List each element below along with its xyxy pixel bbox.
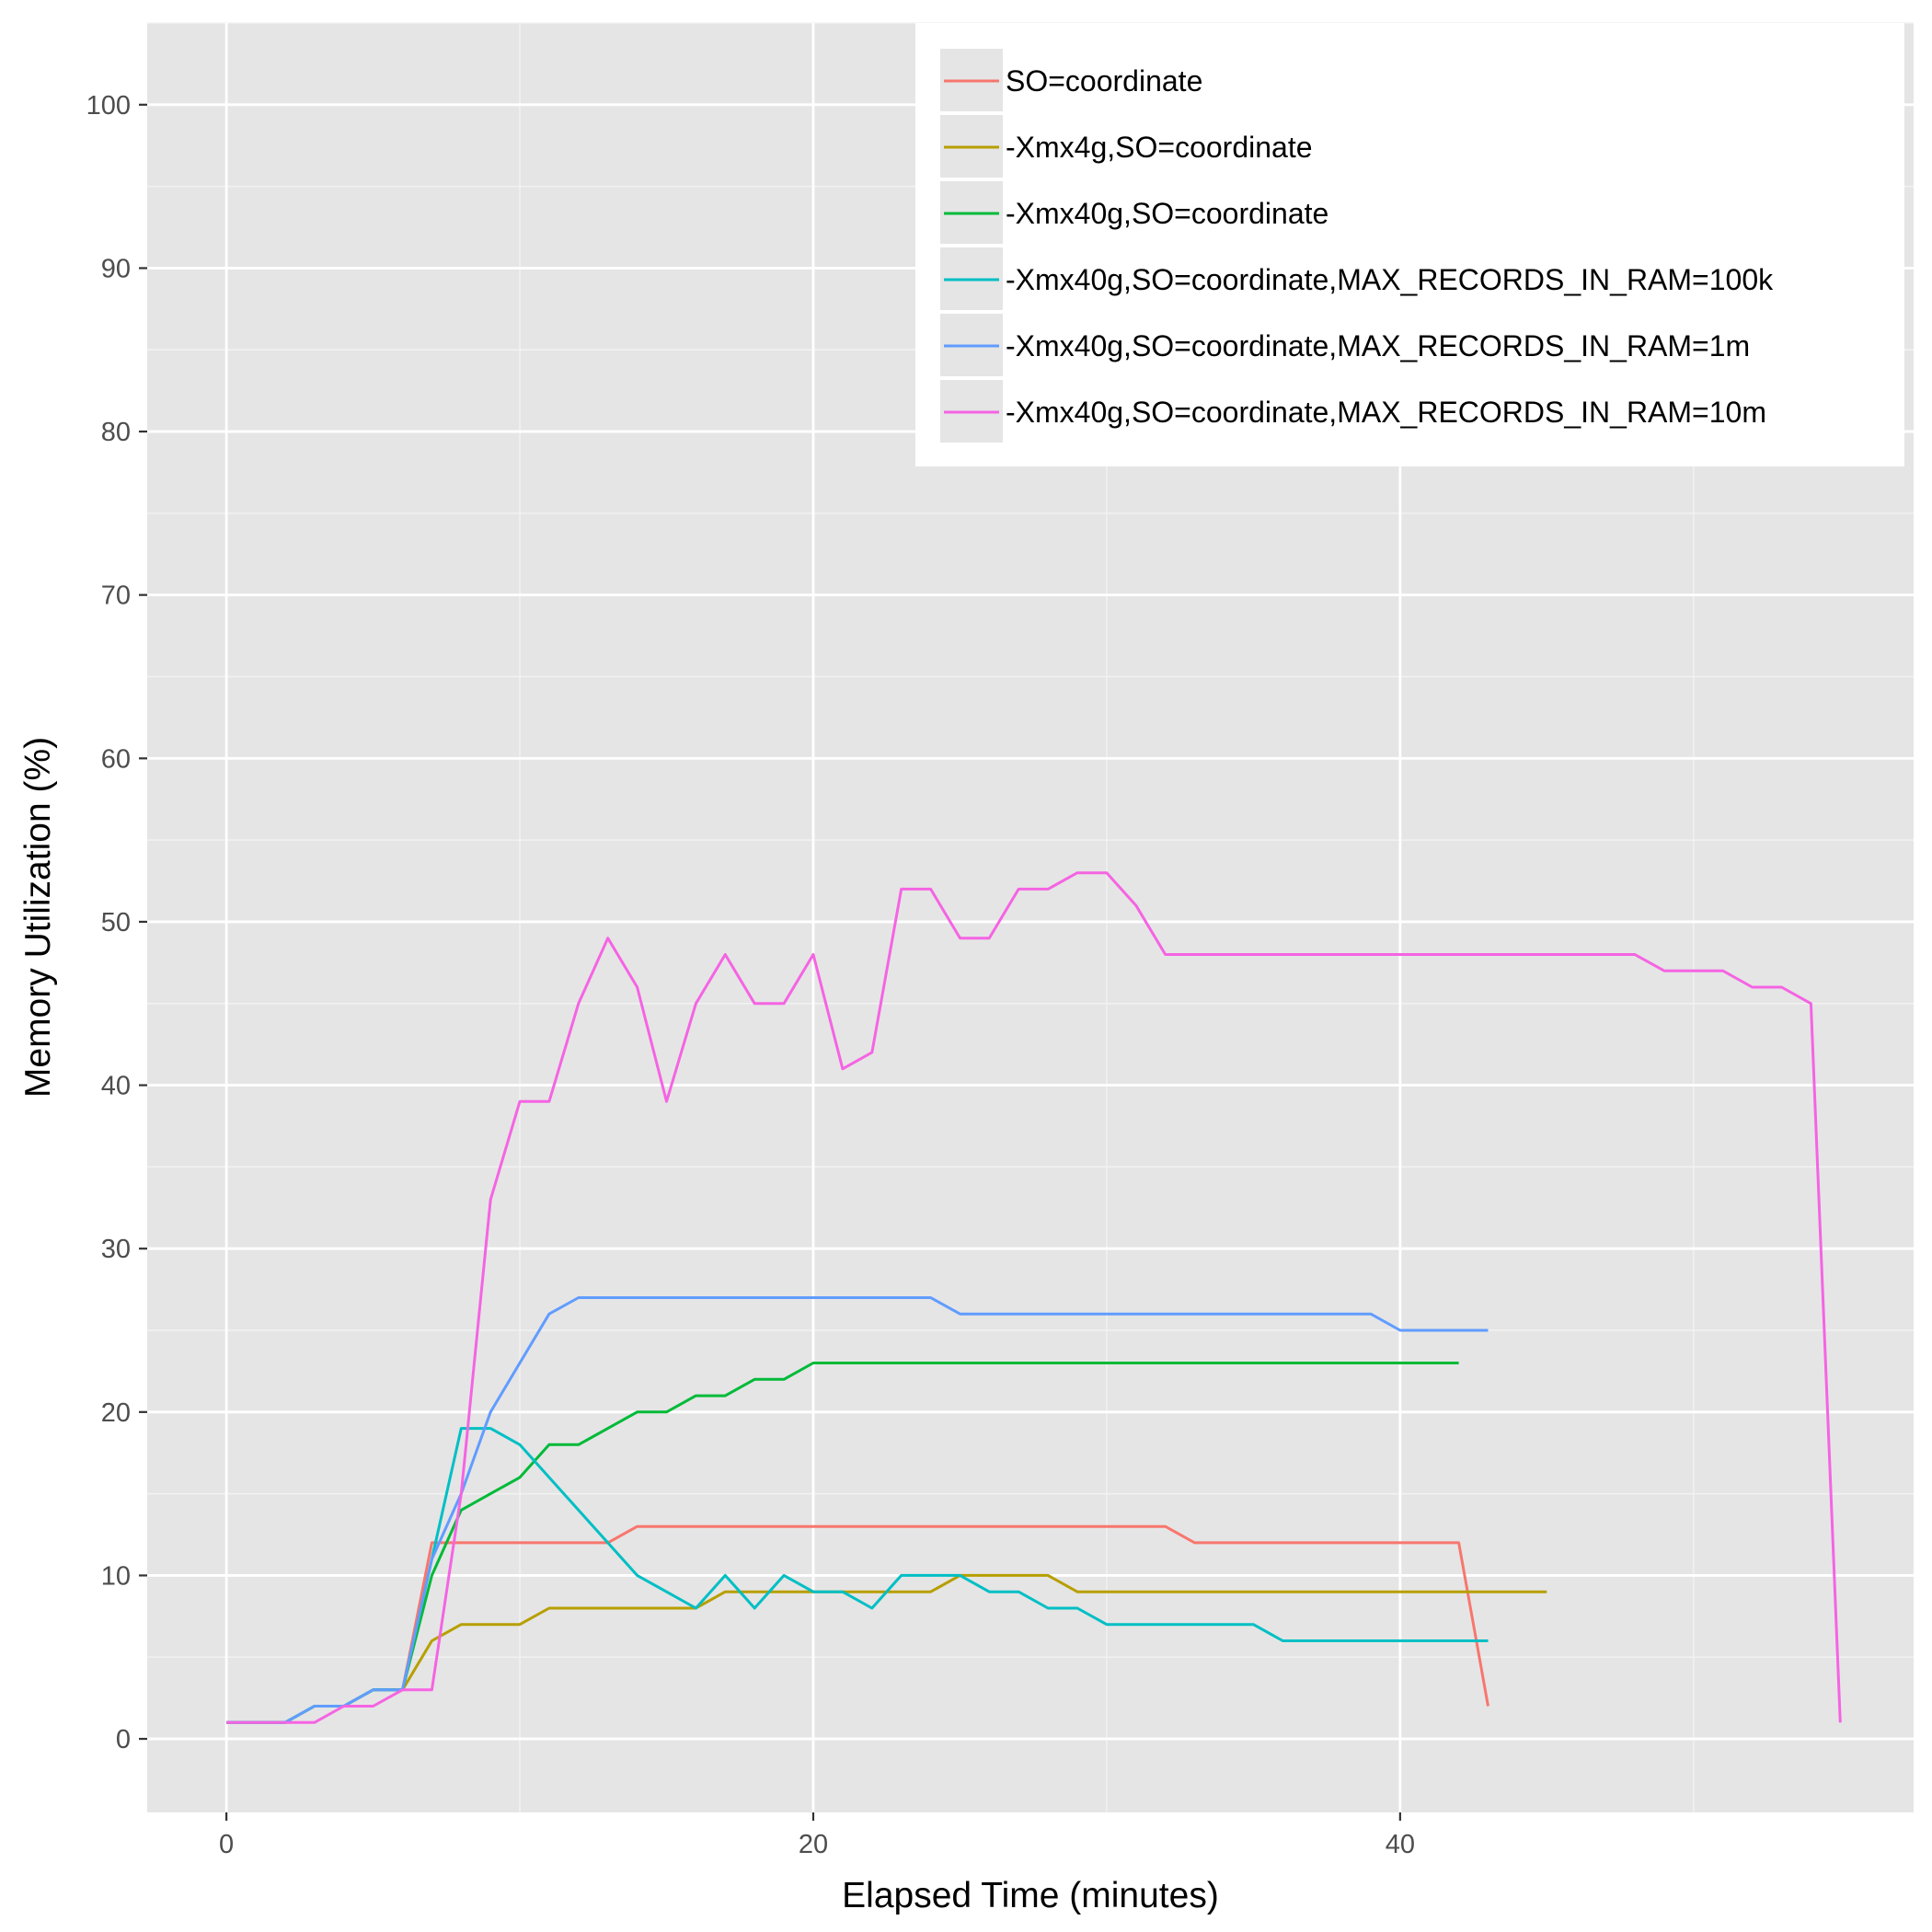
y-tick-label: 90 — [101, 254, 131, 283]
y-tick-label: 80 — [101, 418, 131, 447]
legend: SO=coordinate -Xmx4g,SO=coordinate -Xmx40g… — [915, 23, 1904, 466]
y-tick-label: 100 — [86, 91, 131, 121]
y-tick-label: 0 — [116, 1725, 131, 1754]
y-axis-title: Memory Utilization (%) — [18, 737, 58, 1098]
legend-label: -Xmx40g,SO=coordinate,MAX_RECORDS_IN_RAM… — [1006, 329, 1750, 362]
series-line-6 — [226, 871, 1842, 1724]
axis-ticks — [139, 103, 1401, 1821]
legend-label: -Xmx40g,SO=coordinate — [1006, 197, 1328, 230]
series-line-3 — [226, 1362, 1459, 1724]
y-tick-label: 20 — [101, 1398, 131, 1428]
series-lines — [226, 871, 1842, 1724]
y-tick-label: 30 — [101, 1235, 131, 1264]
tick-labels: 0 20 40 0 10 20 30 40 50 60 70 80 90 100 — [86, 91, 1415, 1859]
y-tick-label: 40 — [101, 1072, 131, 1101]
series-line-4 — [226, 1427, 1489, 1724]
x-tick-label: 20 — [799, 1830, 828, 1859]
legend-label: -Xmx4g,SO=coordinate — [1006, 131, 1313, 164]
x-tick-label: 0 — [219, 1830, 234, 1859]
legend-label: SO=coordinate — [1006, 64, 1202, 98]
legend-label: -Xmx40g,SO=coordinate,MAX_RECORDS_IN_RAM… — [1006, 396, 1766, 429]
y-tick-label: 10 — [101, 1561, 131, 1591]
series-line-5 — [226, 1296, 1489, 1724]
legend-box — [915, 23, 1904, 466]
y-tick-label: 60 — [101, 744, 131, 774]
legend-label: -Xmx40g,SO=coordinate,MAX_RECORDS_IN_RAM… — [1006, 263, 1774, 296]
y-tick-label: 70 — [101, 581, 131, 611]
x-axis-title: Elapsed Time (minutes) — [842, 1876, 1219, 1915]
y-tick-label: 50 — [101, 908, 131, 937]
x-tick-label: 40 — [1386, 1830, 1415, 1859]
